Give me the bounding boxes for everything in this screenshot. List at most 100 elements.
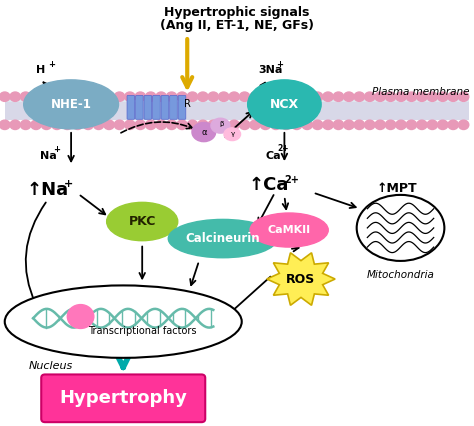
Circle shape [83,92,93,101]
Circle shape [31,120,41,130]
Polygon shape [267,253,335,305]
FancyBboxPatch shape [127,95,135,119]
Circle shape [52,120,62,130]
Circle shape [250,92,260,101]
Circle shape [312,120,323,130]
Circle shape [125,120,135,130]
Circle shape [302,92,312,101]
Circle shape [62,92,73,101]
FancyBboxPatch shape [41,374,205,422]
FancyBboxPatch shape [161,95,169,119]
Ellipse shape [356,195,444,261]
Text: Hypertrophic signals: Hypertrophic signals [164,6,310,20]
Circle shape [187,120,198,130]
Circle shape [385,92,396,101]
Circle shape [417,120,427,130]
Circle shape [67,305,94,328]
Circle shape [365,120,375,130]
Text: PKC: PKC [128,215,156,228]
Circle shape [73,120,83,130]
Circle shape [385,120,396,130]
Circle shape [31,92,41,101]
Ellipse shape [247,80,321,129]
Text: Plasma membrane: Plasma membrane [372,86,469,97]
Circle shape [239,120,250,130]
Circle shape [250,120,260,130]
Circle shape [458,120,469,130]
Text: CaMKII: CaMKII [268,225,310,235]
Circle shape [73,92,83,101]
FancyBboxPatch shape [5,97,469,102]
FancyBboxPatch shape [136,95,143,119]
Circle shape [406,92,417,101]
Circle shape [156,92,166,101]
Circle shape [166,92,177,101]
Circle shape [198,120,208,130]
Circle shape [156,120,166,130]
Text: γ: γ [231,131,235,137]
Circle shape [438,120,448,130]
Circle shape [271,92,281,101]
Circle shape [281,120,292,130]
Circle shape [114,120,125,130]
Circle shape [323,120,333,130]
Circle shape [312,92,323,101]
Circle shape [458,92,469,101]
Circle shape [333,120,344,130]
Text: +: + [276,60,283,69]
Circle shape [323,92,333,101]
Text: Na: Na [40,151,57,161]
Text: Calcineurin: Calcineurin [185,232,260,245]
Circle shape [448,120,458,130]
Circle shape [219,92,229,101]
Text: R: R [184,99,191,109]
Text: NHE-1: NHE-1 [51,98,91,111]
Circle shape [52,92,62,101]
Text: ↑MPT: ↑MPT [377,182,418,195]
Text: Nucleus: Nucleus [28,361,73,371]
Circle shape [239,92,250,101]
Circle shape [41,120,52,130]
Circle shape [448,92,458,101]
Circle shape [208,120,219,130]
Circle shape [104,120,114,130]
Circle shape [396,120,406,130]
Text: ROS: ROS [286,273,316,285]
Circle shape [354,92,365,101]
Circle shape [0,120,10,130]
Text: Ca: Ca [265,151,281,161]
Text: 2+: 2+ [284,175,299,185]
Text: +: + [64,179,73,189]
Text: NCX: NCX [270,98,299,111]
Ellipse shape [211,118,230,133]
Circle shape [20,92,31,101]
Circle shape [166,120,177,130]
Text: 2+: 2+ [277,144,289,153]
Circle shape [0,92,10,101]
Circle shape [41,92,52,101]
Circle shape [146,120,156,130]
Circle shape [271,120,281,130]
FancyBboxPatch shape [153,95,160,119]
Text: +: + [48,60,55,69]
Text: +: + [54,145,61,154]
Circle shape [125,92,135,101]
Ellipse shape [224,128,240,141]
Circle shape [438,92,448,101]
Circle shape [229,92,239,101]
Circle shape [333,92,344,101]
Circle shape [187,92,198,101]
Circle shape [198,92,208,101]
Circle shape [146,92,156,101]
Ellipse shape [5,285,242,358]
Circle shape [417,92,427,101]
Circle shape [208,92,219,101]
Circle shape [354,120,365,130]
Text: Mitochondria: Mitochondria [366,270,435,279]
Text: Hypertrophy: Hypertrophy [59,389,187,407]
Circle shape [344,120,354,130]
Ellipse shape [168,219,277,258]
Circle shape [375,92,385,101]
FancyBboxPatch shape [5,102,469,120]
Circle shape [427,92,438,101]
